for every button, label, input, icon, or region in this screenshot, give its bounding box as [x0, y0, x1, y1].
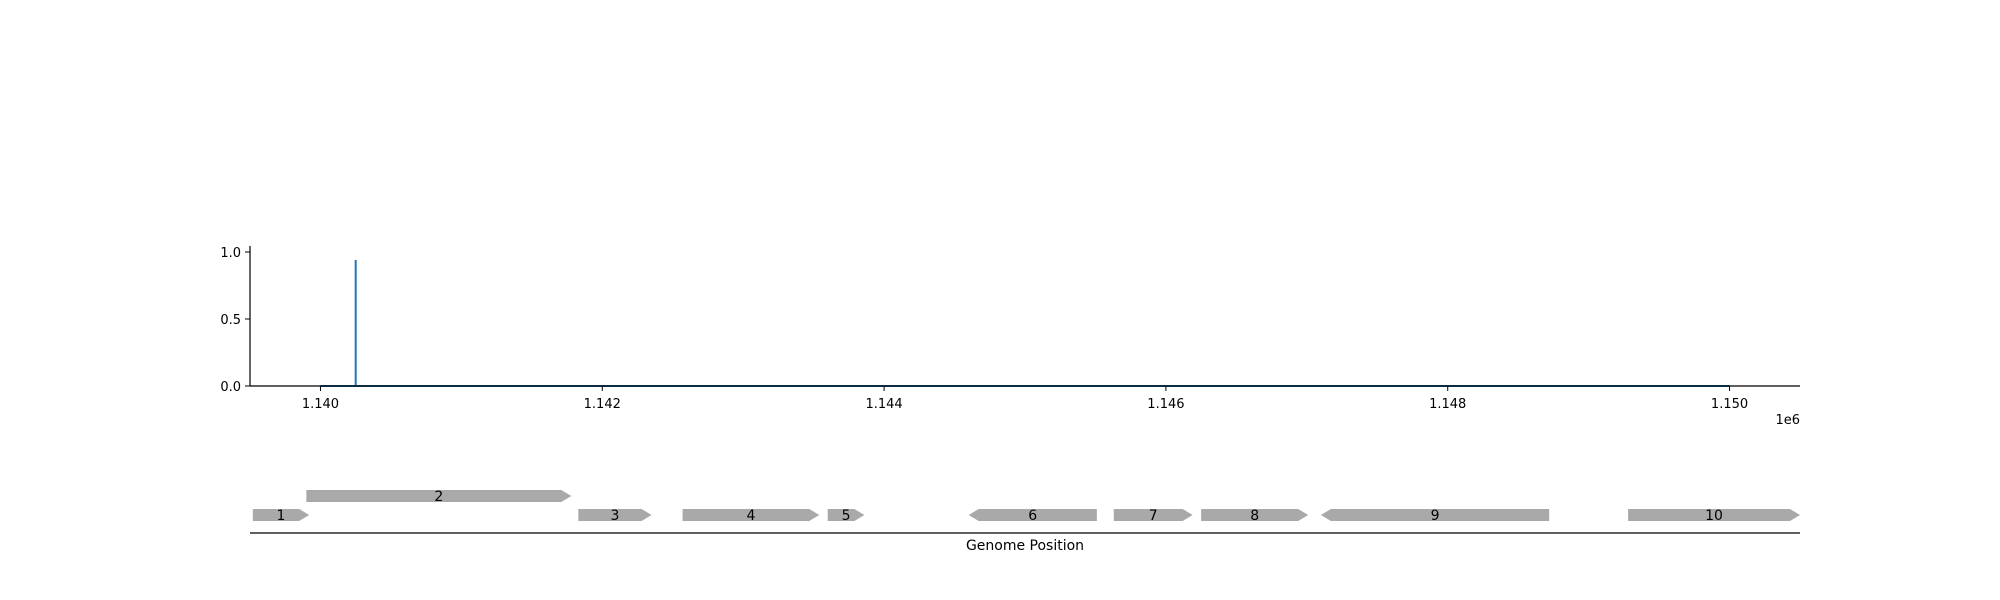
- gene-label-6: 6: [1028, 508, 1037, 524]
- gene-label-5: 5: [842, 508, 851, 524]
- gene-arrow-3: [578, 509, 652, 521]
- gene-label-9: 9: [1431, 508, 1440, 524]
- gene-label-1: 1: [277, 508, 286, 524]
- gene-arrow-6: [968, 509, 1097, 521]
- x-ticks: 1.140 1.142 1.144 1.146 1.148 1.150: [302, 386, 1748, 412]
- gene-arrows: 1 2 3 4 5 6 7 8 9 10: [252, 489, 1800, 524]
- gene-arrow-5: [827, 509, 865, 521]
- y-tick-label: 0.0: [220, 380, 241, 395]
- x-tick-label: 1.144: [865, 397, 902, 412]
- gene-arrow-9: [1320, 509, 1550, 521]
- gene-label-4: 4: [746, 508, 755, 524]
- gene-map: 1 2 3 4 5 6 7 8 9 10 Genome Position: [250, 489, 1800, 554]
- gene-label-8: 8: [1250, 508, 1259, 524]
- gene-label-10: 10: [1705, 508, 1723, 524]
- series-line-0: [320, 260, 1730, 387]
- y-tick-label: 0.5: [220, 313, 241, 328]
- gene-arrow-2: [306, 490, 572, 502]
- gene-arrow-7: [1113, 509, 1193, 521]
- x-tick-label: 1.150: [1711, 397, 1748, 412]
- gene-arrow-4: [682, 509, 820, 521]
- y-tick-label: 1.0: [220, 246, 241, 261]
- x-axis-title: Genome Position: [966, 538, 1084, 554]
- gene-arrow-1: [252, 509, 310, 521]
- gene-label-7: 7: [1149, 508, 1158, 524]
- x-axis-offset-label: 1e6: [1775, 413, 1800, 428]
- gene-label-3: 3: [610, 508, 619, 524]
- x-tick-label: 1.148: [1429, 397, 1466, 412]
- x-tick-label: 1.140: [302, 397, 339, 412]
- gene-arrow-8: [1201, 509, 1309, 521]
- gene-label-2: 2: [434, 489, 443, 505]
- x-tick-label: 1.142: [584, 397, 621, 412]
- coverage-plot: 1.140 1.142 1.144 1.146 1.148 1.150 0.0 0.5 1.0…: [220, 246, 1800, 428]
- coverage-series: [320, 260, 1730, 387]
- x-tick-label: 1.146: [1147, 397, 1184, 412]
- y-ticks: 0.0 0.5 1.0: [220, 246, 250, 395]
- gene-arrow-10: [1628, 509, 1800, 521]
